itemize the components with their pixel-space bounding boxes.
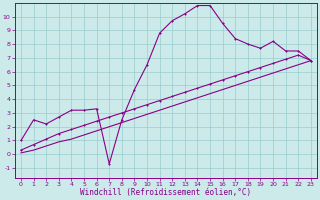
X-axis label: Windchill (Refroidissement éolien,°C): Windchill (Refroidissement éolien,°C) — [80, 188, 252, 197]
